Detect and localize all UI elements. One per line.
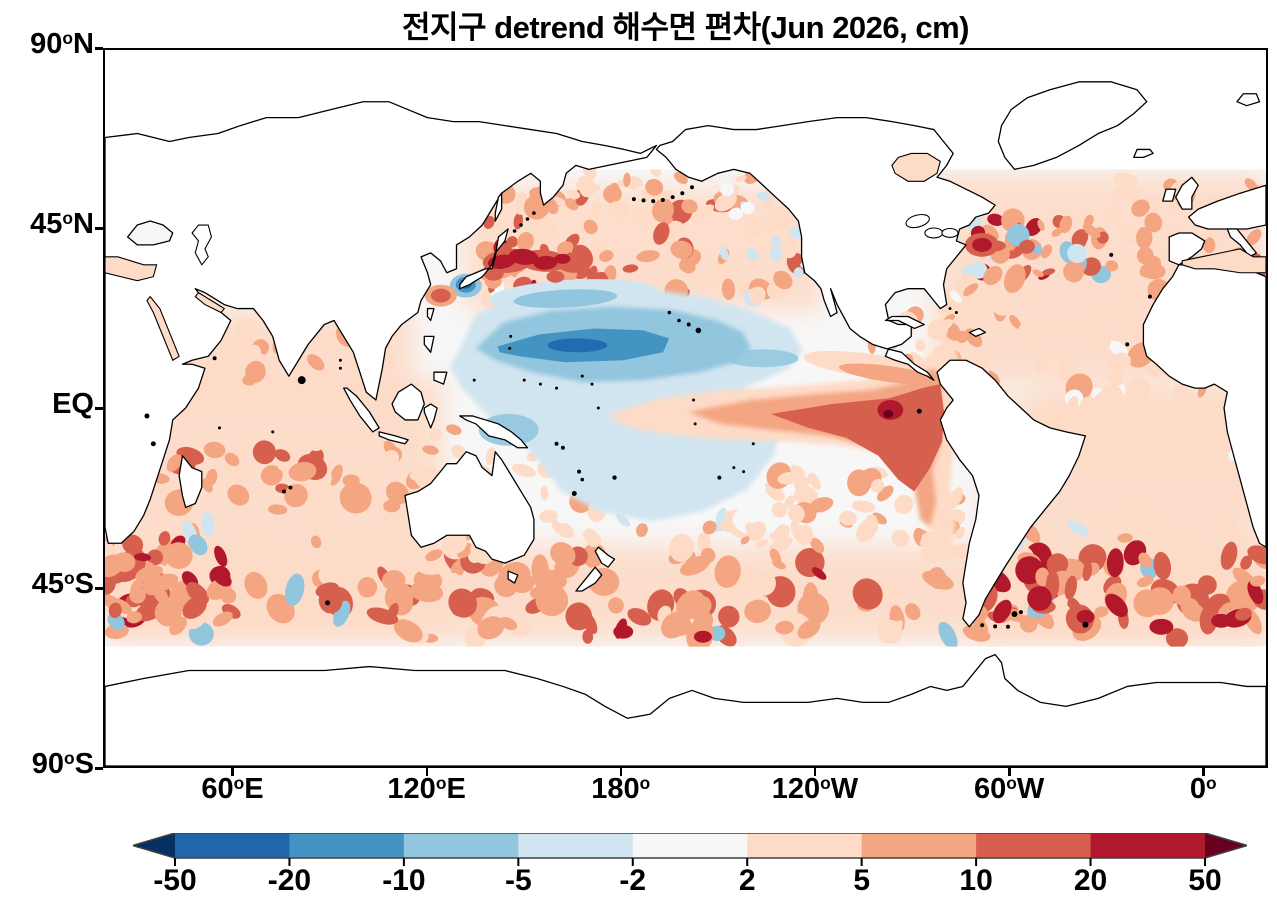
mottle-agulhas bbox=[105, 531, 233, 640]
el-nino-positive-anomaly bbox=[608, 342, 961, 562]
colorbar-under-arrow bbox=[133, 833, 175, 858]
hudson-bay bbox=[891, 152, 941, 182]
persian-gulf bbox=[194, 291, 226, 314]
colorbar-segment bbox=[632, 833, 748, 858]
colorbar-tick-label: -20 bbox=[267, 864, 312, 897]
map-plot-area bbox=[103, 48, 1268, 768]
colorbar-segment bbox=[518, 833, 634, 858]
lon-tick-mark bbox=[1008, 768, 1011, 776]
coastline-south-america bbox=[936, 359, 1087, 628]
coastline-cuba bbox=[884, 315, 925, 330]
coastline-eurasia-africa-east bbox=[105, 101, 658, 544]
lon-tick-mark bbox=[1202, 768, 1205, 776]
great-lakes bbox=[905, 213, 930, 229]
colorbar-tick-label: 20 bbox=[1073, 864, 1108, 897]
colorbar-tick-label: 50 bbox=[1188, 864, 1222, 897]
lat-tick-mark bbox=[95, 767, 103, 770]
coastline-svalbard bbox=[1236, 93, 1261, 107]
coastline-taiwan bbox=[426, 307, 435, 322]
pacific-negative-anomaly bbox=[449, 273, 803, 522]
great-lakes bbox=[941, 227, 959, 238]
coastline-iceland bbox=[1133, 148, 1154, 159]
lat-tick-label: EQ bbox=[52, 388, 94, 420]
coastline-nz-north bbox=[594, 546, 616, 568]
coastline-sulawesi bbox=[423, 403, 438, 429]
lat-tick-label: 90oS bbox=[31, 747, 94, 780]
lon-tick-label: 120oW bbox=[771, 772, 859, 805]
coastline-japan bbox=[459, 228, 509, 290]
colorbar-segment bbox=[747, 833, 863, 858]
coastline-java bbox=[378, 431, 409, 445]
coastline-tasmania bbox=[507, 570, 519, 584]
coastline-north-america bbox=[655, 116, 996, 381]
colorbar-tick-label: -2 bbox=[619, 864, 647, 897]
lat-tick-mark bbox=[95, 227, 103, 230]
coastline-hispaniola bbox=[968, 327, 987, 338]
continents-coastlines bbox=[105, 81, 1266, 766]
lon-tick-label: 60oW bbox=[973, 772, 1045, 805]
marginal-seas bbox=[105, 152, 1266, 362]
great-lakes bbox=[924, 227, 944, 239]
mottle-tropical-indian bbox=[130, 429, 442, 524]
colorbar-tick-label: 2 bbox=[738, 864, 756, 897]
lat-tick-mark bbox=[95, 407, 103, 410]
colorbar-segment bbox=[861, 833, 977, 858]
lat-tick-mark bbox=[95, 47, 103, 50]
colorbar bbox=[133, 833, 1247, 867]
coastline-australia bbox=[404, 451, 535, 564]
lat-tick-label: 45oN bbox=[30, 207, 94, 240]
lon-tick-mark bbox=[231, 768, 234, 776]
colorbar-tick-label: 10 bbox=[959, 864, 993, 897]
colorbar-segment bbox=[1090, 833, 1206, 858]
coastline-mindanao bbox=[433, 371, 448, 385]
coastline-nz-south bbox=[575, 566, 603, 592]
colorbar-tick-label: -50 bbox=[153, 864, 197, 897]
coastline-greenland bbox=[997, 81, 1148, 170]
coastline-antarctica bbox=[105, 653, 1266, 766]
colorbar-segment bbox=[289, 833, 405, 858]
lon-tick-mark bbox=[425, 768, 429, 776]
coastline-europe-west bbox=[1187, 184, 1266, 230]
coastline-borneo bbox=[391, 383, 425, 421]
lon-tick-mark bbox=[813, 768, 817, 776]
colorbar-tick-label: 5 bbox=[853, 864, 870, 897]
world-anomaly-map bbox=[105, 81, 1266, 766]
colorbar-segment bbox=[976, 833, 1092, 858]
colorbar-segment bbox=[403, 833, 519, 858]
lon-tick-mark bbox=[619, 768, 623, 776]
colorbar-over-arrow bbox=[1205, 833, 1247, 858]
colorbar-svg bbox=[133, 833, 1247, 866]
red-sea bbox=[146, 295, 180, 362]
coastline-new-guinea bbox=[459, 415, 529, 449]
regional-extreme-spots bbox=[613, 232, 1232, 643]
lon-tick-label: 60oE bbox=[201, 772, 264, 805]
mediterranean-east bbox=[105, 256, 158, 282]
colorbar-tick-label: -10 bbox=[382, 864, 426, 897]
coastline-luzon bbox=[423, 335, 435, 353]
lon-tick-label: 120oE bbox=[387, 772, 466, 805]
coastline-sumatra bbox=[343, 387, 380, 433]
mediterranean-west bbox=[1181, 248, 1266, 274]
coastline-uk bbox=[1175, 176, 1199, 210]
island-specks bbox=[144, 185, 1152, 629]
coastline-sakhalin bbox=[494, 192, 503, 222]
coastline-ireland bbox=[1162, 188, 1177, 202]
colorbar-tick-label: -5 bbox=[504, 864, 532, 897]
lat-tick-mark bbox=[95, 587, 103, 590]
lon-tick-label: 180o bbox=[591, 772, 651, 805]
coastline-madagascar bbox=[178, 455, 203, 509]
caspian-sea bbox=[191, 224, 213, 266]
lat-tick-label: 90oN bbox=[30, 27, 94, 60]
colorbar-segment bbox=[175, 833, 291, 858]
chart-title: 전지구 detrend 해수면 편차(Jun 2026, cm) bbox=[401, 10, 970, 45]
lat-tick-label: 45oS bbox=[31, 567, 94, 600]
lon-tick-label: 0o bbox=[1189, 772, 1217, 805]
